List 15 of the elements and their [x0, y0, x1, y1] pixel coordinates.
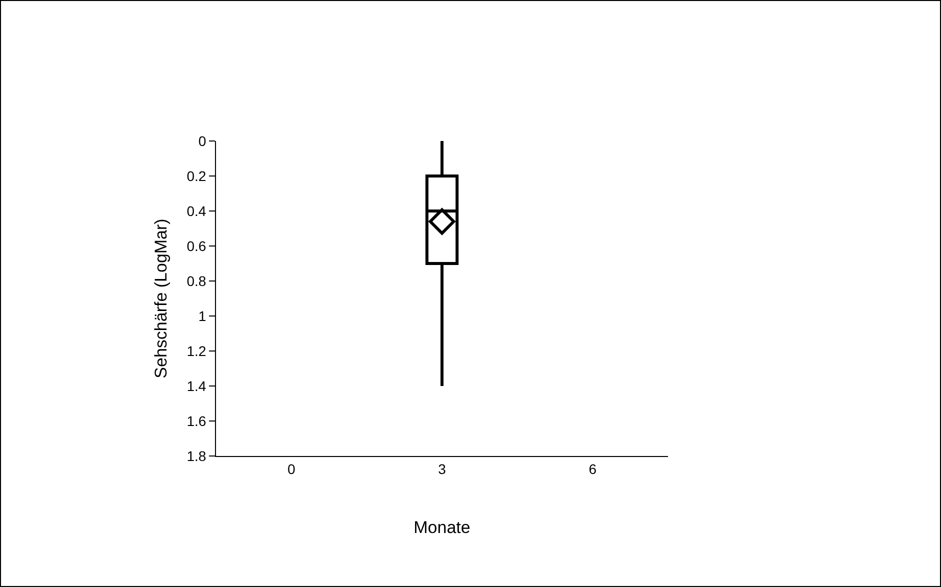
x-tick-label: 0	[287, 460, 296, 477]
y-tick-label: 1.6	[186, 412, 206, 429]
y-tick-label: 0	[198, 132, 206, 149]
y-tick-label: 1.4	[186, 378, 206, 394]
y-tick-label: 0.4	[186, 202, 206, 219]
y-tick-label: 0.6	[186, 238, 206, 254]
y-tick-label: 1.2	[186, 342, 206, 359]
y-tick-label: 0.8	[186, 272, 206, 289]
y-axis-title: Sehschärfe (LogMar)	[151, 218, 170, 378]
y-tick-label: 1	[198, 308, 206, 324]
y-tick-label: 0.2	[186, 168, 206, 184]
x-tick-label: 6	[588, 460, 597, 477]
x-tick-label: 3	[438, 460, 446, 477]
y-tick-label: 1.8	[186, 448, 206, 464]
x-axis-title: Monate	[414, 518, 470, 538]
